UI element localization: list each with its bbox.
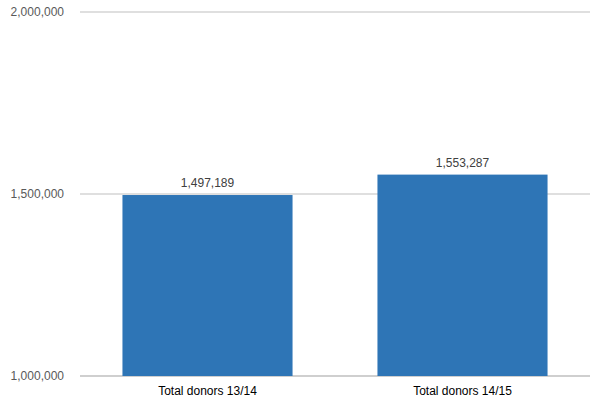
y-tick-label: 2,000,000 — [11, 5, 65, 19]
data-label: 1,497,189 — [181, 176, 235, 190]
chart-svg: 1,000,000 1,500,000 2,000,000 Total donors … — [0, 0, 600, 407]
y-tick-label: 1,500,000 — [11, 187, 65, 201]
x-tick-label: Total donors 14/15 — [413, 384, 512, 398]
bar — [377, 175, 547, 376]
grid — [80, 12, 590, 376]
y-tick-label: 1,000,000 — [11, 369, 65, 383]
chart-container: 1,000,000 1,500,000 2,000,000 Total donors … — [0, 0, 600, 407]
bars — [122, 175, 547, 376]
data-label: 1,553,287 — [436, 156, 490, 170]
x-tick-label: Total donors 13/14 — [158, 384, 257, 398]
bar — [122, 195, 292, 376]
grid-line — [80, 12, 590, 13]
